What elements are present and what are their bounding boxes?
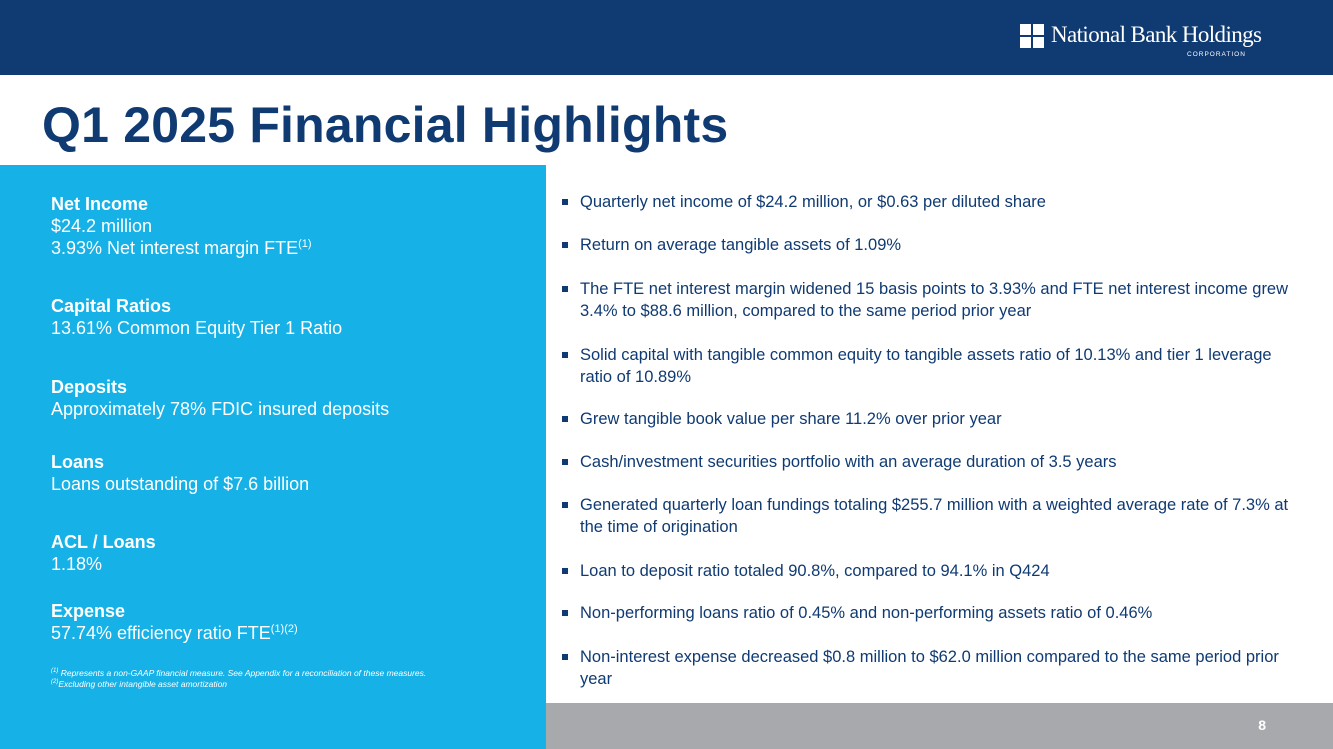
list-item: Grew tangible book value per share 11.2%… <box>562 408 1302 430</box>
metric-value: $24.2 million <box>51 216 153 236</box>
metric-value: Approximately 78% FDIC insured deposits <box>51 399 390 419</box>
metric-value: 13.61% Common Equity Tier 1 Ratio <box>51 318 343 338</box>
page-number: 8 <box>1258 717 1266 733</box>
metric-loans: Loans Loans outstanding of $7.6 billion <box>51 451 309 495</box>
footnote-1: (1) Represents a non-GAAP financial meas… <box>51 668 427 678</box>
bullet-square-icon <box>562 568 568 574</box>
list-item: Non-performing loans ratio of 0.45% and … <box>562 602 1302 624</box>
metric-title: Expense <box>51 601 126 621</box>
header-bar: National Bank Holdings CORPORATION <box>0 0 1333 75</box>
bullet-square-icon <box>562 654 568 660</box>
footnote-ref: (1) <box>298 238 312 250</box>
footnote-ref: (1)(2) <box>270 623 298 635</box>
list-item: The FTE net interest margin widened 15 b… <box>562 278 1302 322</box>
list-item: Return on average tangible assets of 1.0… <box>562 234 1302 256</box>
logo-name: National Bank Holdings <box>1051 22 1262 47</box>
footer-bar: 8 <box>546 703 1333 749</box>
footnote-2: (2)Excluding other intangible asset amor… <box>51 679 228 689</box>
metric-capital-ratios: Capital Ratios 13.61% Common Equity Tier… <box>51 295 342 339</box>
company-logo: National Bank Holdings CORPORATION <box>1020 20 1270 60</box>
metric-value: 1.18% <box>51 554 103 574</box>
bullet-square-icon <box>562 199 568 205</box>
bullet-square-icon <box>562 242 568 248</box>
metric-title: ACL / Loans <box>51 532 156 552</box>
list-item: Loan to deposit ratio totaled 90.8%, com… <box>562 560 1302 582</box>
bullet-square-icon <box>562 610 568 616</box>
metric-net-income: Net Income $24.2 million 3.93% Net inter… <box>51 193 312 259</box>
metrics-panel <box>0 165 546 749</box>
list-item: Solid capital with tangible common equit… <box>562 344 1302 388</box>
metric-detail: 3.93% Net interest margin FTE(1) <box>51 238 312 258</box>
metric-value: Loans outstanding of $7.6 billion <box>51 474 310 494</box>
metric-title: Deposits <box>51 377 128 397</box>
bullet-square-icon <box>562 459 568 465</box>
bullet-square-icon <box>562 286 568 292</box>
metric-acl-loans: ACL / Loans 1.18% <box>51 531 156 575</box>
metric-title: Loans <box>51 452 105 472</box>
list-item: Cash/investment securities portfolio wit… <box>562 451 1302 473</box>
metric-deposits: Deposits Approximately 78% FDIC insured … <box>51 376 389 420</box>
list-item: Quarterly net income of $24.2 million, o… <box>562 191 1302 213</box>
bullet-square-icon <box>562 502 568 508</box>
list-item: Non-interest expense decreased $0.8 mill… <box>562 646 1302 690</box>
logo-mark-icon <box>1020 24 1044 48</box>
metric-title: Net Income <box>51 194 149 214</box>
logo-subtitle: CORPORATION <box>1187 51 1246 58</box>
bullet-square-icon <box>562 352 568 358</box>
list-item: Generated quarterly loan fundings totali… <box>562 494 1302 538</box>
metric-title: Capital Ratios <box>51 296 172 316</box>
footnotes: (1) Represents a non-GAAP financial meas… <box>51 668 426 690</box>
page-title: Q1 2025 Financial Highlights <box>42 97 729 153</box>
metric-expense: Expense 57.74% efficiency ratio FTE(1)(2… <box>51 600 298 644</box>
bullet-square-icon <box>562 416 568 422</box>
metric-value: 57.74% efficiency ratio FTE(1)(2) <box>51 623 298 643</box>
